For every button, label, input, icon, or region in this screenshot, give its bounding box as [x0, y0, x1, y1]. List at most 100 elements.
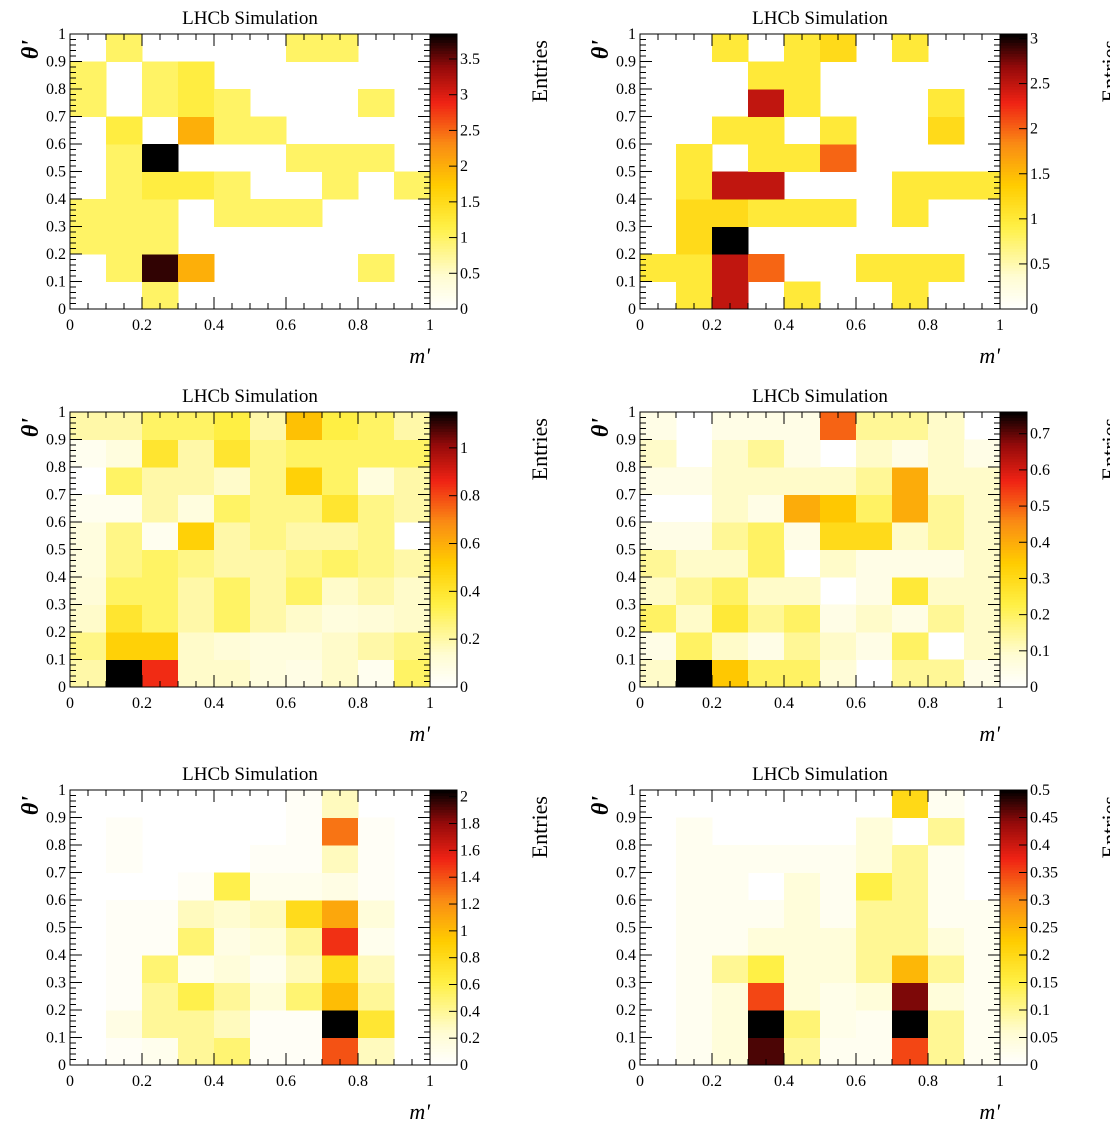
z-tick-label: 0.5	[460, 265, 480, 282]
heatmap-cell	[856, 467, 893, 495]
x-tick-label: 0	[636, 317, 644, 334]
color-scale-step	[1000, 229, 1027, 233]
x-tick-label: 1	[996, 1073, 1004, 1090]
color-scale-step	[1000, 138, 1027, 142]
color-scale-step	[1000, 905, 1027, 909]
color-scale-step	[430, 974, 457, 978]
color-scale-step	[430, 839, 457, 843]
heatmap-cell	[892, 927, 929, 956]
color-scale-step	[1000, 662, 1027, 666]
color-scale-step	[430, 102, 457, 107]
color-scale-step	[430, 626, 457, 630]
y-tick-label: 0.4	[616, 947, 636, 964]
color-scale-step	[430, 303, 457, 307]
z-tick-label: 0.25	[1030, 920, 1058, 937]
color-scale-step	[1000, 273, 1027, 277]
heatmap-cell	[358, 955, 395, 983]
color-scale-step	[1000, 1023, 1027, 1028]
color-scale-step	[430, 935, 457, 940]
y-tick-label: 0.9	[616, 432, 636, 449]
color-scale-step	[1000, 867, 1027, 871]
x-axis: 0 0.2 0.4 0.6 0.8 1	[636, 34, 1004, 334]
x-axis-title: m'	[409, 1099, 430, 1124]
heatmap-cell	[286, 872, 323, 901]
heatmap-cell	[70, 604, 107, 633]
color-scale-step	[430, 47, 457, 52]
z-tick-label: 1	[1030, 211, 1038, 228]
heatmap-cell	[70, 632, 107, 660]
heatmap-panel-5: LHCb Simulation 0 0.2 0.4 0.6 0.8 1 0 0.1 0.2 0.3 0…	[0, 756, 555, 1133]
heatmap-cell	[394, 604, 431, 633]
heatmap-cell	[250, 494, 287, 523]
color-scale-step	[1000, 221, 1027, 225]
chart-title: LHCb Simulation	[752, 386, 888, 407]
color-scale-step	[430, 574, 457, 578]
color-scale-step	[430, 502, 457, 507]
heatmap-cell	[394, 494, 431, 523]
x-axis-title: m'	[979, 1099, 1000, 1124]
color-scale-step	[430, 968, 457, 973]
color-scale-step	[430, 634, 457, 639]
color-scale-step	[430, 640, 457, 644]
heatmap-cell	[856, 982, 893, 1011]
heatmap-cell	[358, 439, 395, 468]
color-scale-step	[430, 944, 457, 948]
color-scale-step	[430, 113, 457, 118]
heatmap-cell	[106, 845, 143, 873]
color-scale-step	[430, 590, 457, 595]
heatmap-cell	[286, 494, 323, 523]
color-scale-step	[430, 612, 457, 617]
color-scale-step	[430, 475, 457, 479]
color-scale-step	[430, 864, 457, 868]
heatmap-cell	[250, 549, 287, 578]
y-tick-label: 0.9	[616, 810, 636, 827]
heatmap-cell	[178, 116, 215, 145]
color-scale-step	[1000, 113, 1027, 118]
heatmap-cell	[106, 199, 143, 227]
x-tick-label: 0.4	[774, 317, 794, 334]
x-axis: 0 0.2 0.4 0.6 0.8 1	[66, 34, 434, 334]
heatmap-cell	[820, 982, 857, 1011]
y-tick-label: 0.1	[46, 274, 66, 291]
z-tick-label: 0	[1030, 679, 1038, 696]
heatmap-cell	[286, 955, 323, 983]
color-scale-step	[1000, 889, 1027, 893]
heatmap-cell	[964, 1010, 1001, 1038]
color-scale-step	[1000, 210, 1027, 214]
heatmap-cell	[676, 604, 713, 633]
color-scale-step	[1000, 1043, 1027, 1047]
heatmap-cell	[748, 494, 785, 523]
z-tick-label: 0.45	[1030, 810, 1058, 827]
color-scale-step	[430, 201, 457, 206]
color-scale: 0 0.05 0.1 0.15 0.2 0.25 0.3 0.35 0.4 0.45 0.5	[999, 782, 1058, 1074]
heatmap-cell	[856, 604, 893, 633]
color-scale-step	[1000, 1029, 1027, 1033]
heatmap-cell	[214, 577, 251, 605]
x-tick-label: 0.6	[846, 317, 866, 334]
x-tick-label: 0.6	[846, 695, 866, 712]
heatmap-cell	[748, 467, 785, 495]
z-axis-title: Entries	[1097, 40, 1110, 102]
color-scale-step	[1000, 634, 1027, 639]
heatmap-cell	[856, 927, 893, 956]
heatmap-cell	[640, 467, 677, 495]
color-scale-step	[430, 100, 457, 104]
color-scale-step	[430, 453, 457, 457]
color-scale-step	[1000, 502, 1027, 507]
color-scale-step	[430, 223, 457, 228]
z-tick-label: 2	[460, 158, 468, 175]
heatmap-cell	[106, 144, 143, 172]
color-scale-step	[1000, 933, 1027, 937]
color-scale-step	[1000, 472, 1027, 476]
color-scale-step	[430, 593, 457, 597]
color-scale-step	[1000, 497, 1027, 501]
heatmap-cell	[142, 927, 179, 956]
color-scale-step	[1000, 78, 1027, 82]
heatmap-cell	[856, 254, 893, 282]
heatmap-cell	[70, 439, 107, 468]
color-scale-step	[1000, 847, 1027, 852]
heatmap-cell	[964, 900, 1001, 928]
heatmap-cell	[358, 982, 395, 1011]
color-scale-step	[1000, 968, 1027, 973]
heatmap-cell	[892, 1010, 929, 1038]
